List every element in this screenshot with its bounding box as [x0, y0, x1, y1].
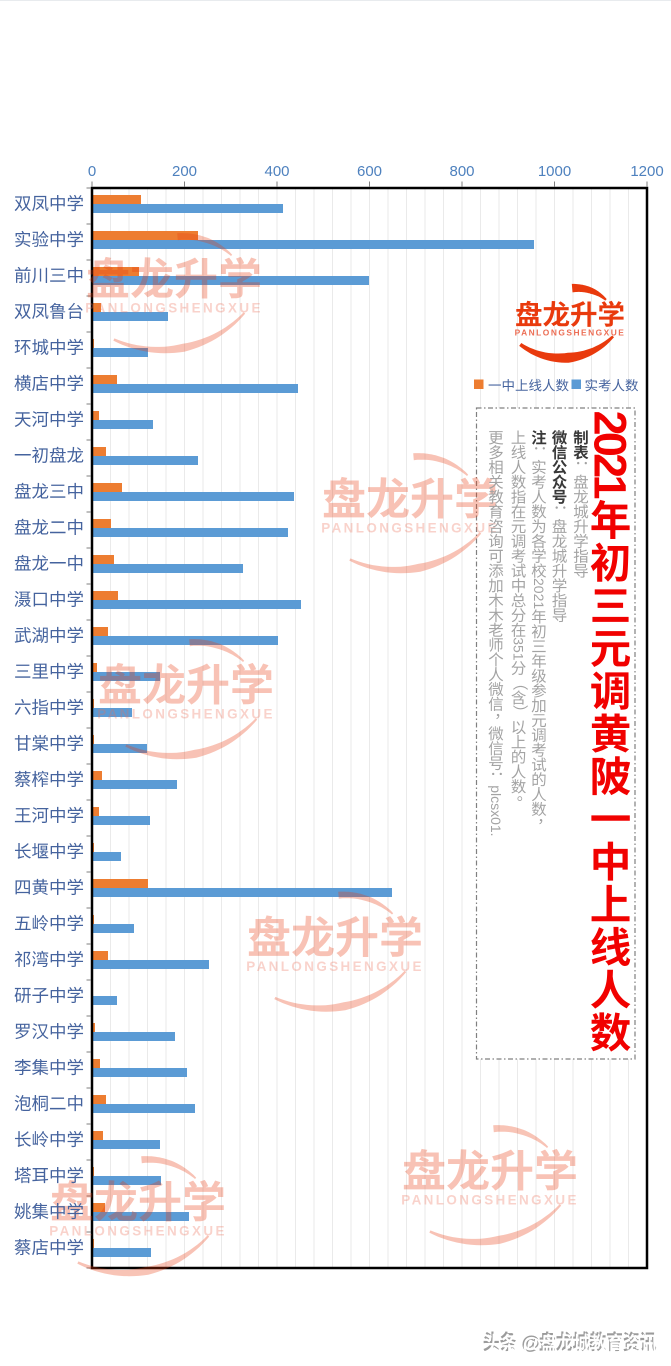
svg-text:800: 800 — [449, 163, 474, 180]
svg-text:600: 600 — [357, 163, 382, 180]
svg-text:1000: 1000 — [538, 163, 571, 180]
svg-text:200: 200 — [172, 163, 197, 180]
svg-text:400: 400 — [264, 163, 289, 180]
svg-text:plcsx01.: plcsx01. — [488, 785, 504, 836]
svg-text:2021: 2021 — [531, 578, 547, 609]
svg-text:1200: 1200 — [630, 163, 663, 180]
svg-text:0: 0 — [88, 163, 96, 180]
svg-text:@: @ — [523, 1335, 542, 1356]
svg-text:351: 351 — [510, 637, 526, 661]
svg-text:2021: 2021 — [584, 411, 635, 500]
svg-text:@: @ — [521, 1333, 540, 1354]
